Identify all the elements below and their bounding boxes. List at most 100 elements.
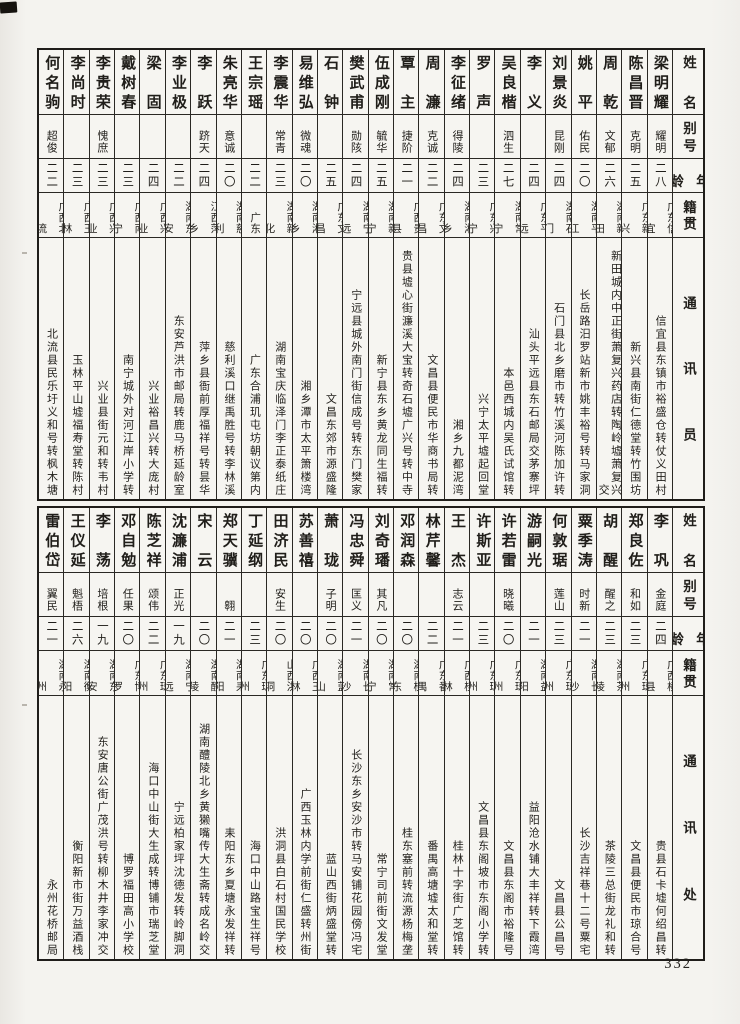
person-age-cell: 一九 [89, 616, 115, 650]
person-address: 贵县墟心街濂溪大宝转奇石墟广兴号转中寺 [400, 250, 413, 497]
person-column: 沈濂浦 正光 一九 湖南宁远 宁远柏家坪沈德发转岭脚洞 [164, 508, 191, 959]
person-name-cell: 李震华 [267, 50, 291, 114]
person-address-cell: 贵县墟心街濂溪大宝转奇石墟广兴号转中寺 [394, 237, 419, 499]
person-native: 湖南湘乡 [292, 201, 317, 234]
person-name: 樊武甫 [347, 55, 364, 109]
person-native-cell: 广西北流 [39, 192, 64, 237]
person-name: 苏善禧 [296, 513, 313, 567]
person-alias-cell [64, 114, 89, 158]
person-address-cell: 桂东塞前转流源杨梅垄 [394, 695, 419, 959]
person-address: 长岳路汨罗站新市姚丰裕号转马家洞 [578, 289, 590, 497]
person-name: 李跃 [195, 55, 212, 109]
person-name: 郑天骥 [220, 513, 237, 567]
person-alias-cell: 克明 [622, 114, 647, 158]
person-name-cell: 许斯亚 [470, 508, 494, 572]
person-native-cell: 广东琼州 [470, 650, 495, 695]
person-address: 兴宁太平墟起回堂 [476, 393, 489, 497]
person-native-cell: 湖南新田 [596, 192, 622, 237]
person-column: 罗声 二三 广东兴宁 兴宁太平墟起回堂 [469, 50, 495, 499]
person-alias-cell: 文郁 [596, 114, 622, 158]
person-native-cell: 广东琼州 [622, 650, 647, 695]
person-age-cell: 二〇 [571, 158, 596, 192]
person-alias-cell: 正光 [165, 572, 191, 616]
person-name-cell: 周濂 [419, 50, 443, 114]
person-alias-cell: 愧庶 [89, 114, 115, 158]
person-name-cell: 刘景炎 [546, 50, 570, 114]
person-native: 湖南宁远 [343, 201, 368, 234]
person-age: 二四 [450, 162, 463, 189]
person-alias-cell: 醒之 [596, 572, 622, 616]
person-native: 广西北流 [39, 201, 64, 234]
person-address-cell: 东安芦洪市邮局转鹿马桥延龄室 [165, 237, 191, 499]
person-native: 广西兴业 [140, 201, 165, 234]
person-name-cell: 苏善禧 [293, 508, 317, 572]
person-address: 新兴县南街仁德堂转竹围坊 [628, 341, 641, 497]
person-alias-cell [241, 114, 267, 158]
person-name: 李尚时 [68, 55, 85, 109]
person-column: 邓润森 二〇 湖南桂东 桂东塞前转流源杨梅垄 [393, 508, 419, 959]
person-address-cell: 东安唐公街广茂洪号转柳木井李家冲交 [89, 695, 115, 959]
person-column: 胡醒 醒之 二三 湖南茶陵 茶陵三总街龙礼和转 [595, 508, 622, 959]
person-age-cell: 二二 [39, 158, 64, 192]
person-native: 广东新兴 [622, 201, 647, 234]
person-native-cell: 广东琼州 [495, 650, 520, 695]
person-age-cell: 二八 [647, 158, 672, 192]
person-native-cell: 广东文昌 [419, 192, 444, 237]
person-age: 二六 [70, 620, 83, 647]
person-address-cell: 贵县石卡墟何绍昌转 [647, 695, 672, 959]
person-alias-cell: 志云 [444, 572, 470, 616]
person-address: 石门县北乡磨市转竹溪河陈加许转 [552, 302, 565, 497]
person-name-cell: 雷伯岱 [39, 508, 63, 572]
person-alias: 子明 [324, 588, 337, 612]
person-column: 陈昌晋 克明 二五 广东新兴 新兴县南街仁德堂转竹围坊 [621, 50, 647, 499]
header-column: 姓名 别号 年龄 籍贯 通讯处 [672, 508, 703, 959]
person-column: 李义 二四 广东平远 汕头平远县东石邮局交茅寨坪 [519, 50, 546, 499]
person-age: 二一 [527, 620, 540, 647]
person-age: 二四 [349, 162, 362, 189]
person-age-cell: 二〇 [292, 158, 317, 192]
person-address-cell: 文昌东郊市源盛隆 [317, 237, 343, 499]
person-name-cell: 李跃 [191, 50, 215, 114]
person-alias-cell [520, 572, 546, 616]
person-name-cell: 梁固 [140, 50, 164, 114]
person-column: 李荡 培根 一九 湖南东安 东安唐公街广茂洪号转柳木井李家冲交 [88, 508, 115, 959]
person-age-cell: 二五 [622, 158, 647, 192]
person-name: 王杰 [448, 513, 465, 567]
person-native-cell: 湖南常宁 [495, 192, 520, 237]
person-age: 二五 [628, 162, 641, 189]
person-age: 二四 [197, 162, 210, 189]
person-name-cell: 游嗣光 [521, 508, 545, 572]
person-name: 许若雷 [499, 513, 516, 567]
person-address-cell: 常宁司前街文发堂 [368, 695, 394, 959]
person-name-cell: 邓自勉 [115, 508, 139, 572]
person-age-cell: 二一 [444, 616, 470, 650]
person-address: 东安唐公街广茂洪号转柳木井李家冲交 [96, 736, 109, 957]
person-column: 宋云 二〇 湖南醴陵 湖南醴陵北乡黄獭嘴传大生斋转成名岭交 [190, 508, 216, 959]
header-native: 籍贯 [673, 650, 703, 695]
person-age: 二一 [222, 620, 235, 647]
person-alias-cell [394, 572, 419, 616]
person-native-cell: 湖南湘乡 [292, 192, 317, 237]
person-address-cell: 海口中山路宝生祥号 [241, 695, 267, 959]
person-alias: 翱 [222, 600, 235, 612]
person-address: 文昌县便民市琼合号 [628, 840, 641, 957]
person-age: 二三 [248, 620, 261, 647]
person-name: 胡醒 [601, 513, 618, 567]
person-column: 刘景炎 昆刚 二四 湖南石门 石门县北乡磨市转竹溪河陈加许转 [545, 50, 571, 499]
person-native-cell: 湖南东安 [89, 650, 115, 695]
person-age-cell: 二四 [140, 158, 165, 192]
person-address-cell: 新田城内中正街萧复兴药店转陶岭墟萧复兴交 [596, 237, 622, 499]
person-native-cell: 广西玉林 [292, 650, 317, 695]
person-alias: 愧庶 [95, 130, 108, 154]
person-column: 王宗瑶 二二 广东 广东合浦玑屯坊朝议第内 [240, 50, 267, 499]
person-name-cell: 萧珑 [318, 508, 342, 572]
person-column: 周乾 文郁 二六 湖南新田 新田城内中正街萧复兴药店转陶岭墟萧复兴交 [595, 50, 622, 499]
person-name: 郑良佐 [626, 513, 643, 567]
directory-table-bottom: 姓名 别号 年龄 籍贯 通讯处 李巩 金庭 二四 广西横县 贵县石卡墟何绍昌转 … [37, 506, 705, 961]
person-address-cell: 信宜县东镇市裕盛仓转仗义田村 [647, 237, 672, 499]
person-name: 李业极 [170, 55, 186, 109]
person-native: 湖南新田 [596, 201, 622, 234]
person-address-cell: 宁远柏家坪沈德发转岭脚洞 [165, 695, 191, 959]
person-native: 广东信宜 [647, 201, 672, 234]
person-name: 王仪延 [68, 513, 85, 567]
